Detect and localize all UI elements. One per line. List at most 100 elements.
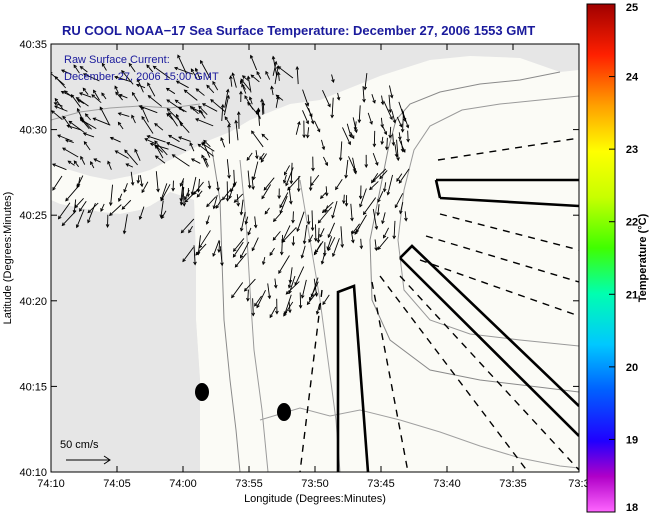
current-vector — [73, 160, 79, 168]
current-vector — [168, 111, 178, 127]
current-vector — [359, 238, 364, 250]
current-vector — [80, 155, 86, 165]
current-vector — [327, 237, 336, 252]
current-vector — [191, 107, 204, 114]
colorbar-tick-label: 18 — [626, 502, 638, 514]
current-vector — [136, 78, 144, 93]
current-vector — [319, 228, 325, 238]
shipping-lane-east — [434, 178, 579, 208]
current-vector — [175, 80, 189, 89]
current-vector — [205, 215, 210, 225]
contour-near-shore-1 — [211, 149, 241, 472]
current-vector — [344, 159, 349, 179]
current-vector — [114, 150, 129, 159]
current-vector — [51, 110, 63, 120]
current-vector — [295, 121, 301, 135]
current-vector — [136, 175, 141, 184]
y-tick-label: 40:30 — [19, 125, 47, 137]
y-axis-label: Latitude (Degrees:Minutes) — [2, 192, 14, 325]
current-vector — [287, 175, 301, 191]
current-vector — [149, 142, 169, 150]
current-vector — [79, 65, 88, 73]
current-vector — [79, 201, 87, 212]
current-vector — [60, 90, 74, 98]
colorbar-tick-label: 22 — [626, 217, 638, 229]
colorbar-tick-label: 24 — [626, 72, 639, 84]
current-vector — [234, 119, 239, 141]
current-vector — [114, 75, 132, 83]
current-vector — [62, 147, 79, 158]
current-vector — [109, 184, 113, 207]
current-vector — [357, 105, 362, 124]
current-vector — [404, 211, 408, 222]
current-vector — [82, 132, 95, 138]
current-vector — [348, 156, 356, 173]
contour-30m — [397, 95, 579, 347]
current-vector — [231, 72, 237, 88]
current-vector — [182, 186, 186, 207]
current-vector — [171, 154, 190, 167]
current-vector — [227, 123, 231, 144]
current-vector — [188, 225, 193, 234]
colorbar-gradient — [586, 3, 616, 513]
current-vector — [246, 152, 253, 161]
contour-channel — [299, 179, 341, 472]
x-tick-label: 74:10 — [37, 478, 65, 490]
current-vector — [239, 90, 243, 102]
current-vector — [54, 105, 68, 112]
current-vector — [350, 131, 355, 140]
contour-harbor — [51, 103, 201, 121]
y-tick-label: 40:35 — [19, 39, 47, 51]
land-west — [51, 192, 200, 472]
current-vector — [197, 143, 214, 157]
current-vector — [350, 231, 355, 244]
current-vector — [61, 210, 77, 227]
current-vector — [261, 101, 266, 114]
current-vector — [336, 92, 341, 101]
current-vector — [291, 211, 295, 224]
separation-line — [399, 275, 579, 471]
current-vector — [220, 137, 226, 148]
current-vector — [154, 140, 168, 156]
current-vector — [240, 80, 246, 90]
current-vector — [281, 227, 297, 243]
current-vector — [52, 175, 63, 191]
current-vector — [261, 184, 272, 200]
current-vector — [118, 193, 123, 202]
current-vector — [265, 70, 271, 80]
current-vector — [352, 117, 358, 134]
current-vector — [146, 134, 166, 143]
map-title: RU COOL NOAA−17 Sea Surface Temperature:… — [62, 23, 535, 38]
current-vector — [108, 204, 122, 217]
current-vector — [251, 237, 259, 252]
current-vector — [118, 93, 128, 99]
x-tick-label: 73:35 — [499, 478, 527, 490]
current-vector — [291, 236, 296, 247]
current-vector — [154, 122, 164, 131]
current-vector — [139, 175, 144, 188]
colorbar-tick-label: 23 — [626, 144, 638, 156]
current-vector — [207, 180, 212, 190]
y-axis: 40:35 40:30 40:25 40:20 40:15 40:10 — [19, 39, 579, 479]
current-vector — [260, 153, 267, 163]
current-vector — [251, 298, 256, 317]
current-vector — [398, 132, 402, 141]
current-vector — [342, 194, 346, 205]
disposal-site-marker — [277, 403, 291, 421]
current-vector — [323, 156, 329, 167]
current-vector — [288, 275, 296, 295]
current-vector — [322, 90, 331, 108]
current-vector — [107, 160, 112, 170]
current-vector — [195, 88, 205, 96]
current-vector — [105, 214, 110, 228]
current-vector — [338, 141, 343, 162]
separation-zone-lines — [299, 137, 579, 472]
current-vector — [272, 212, 282, 223]
y-tick-label: 40:10 — [19, 467, 47, 479]
current-vector — [271, 55, 278, 77]
current-vector — [367, 112, 373, 125]
current-vector — [331, 74, 335, 84]
x-tick-label: 73:45 — [367, 478, 395, 490]
current-vector — [272, 231, 281, 241]
